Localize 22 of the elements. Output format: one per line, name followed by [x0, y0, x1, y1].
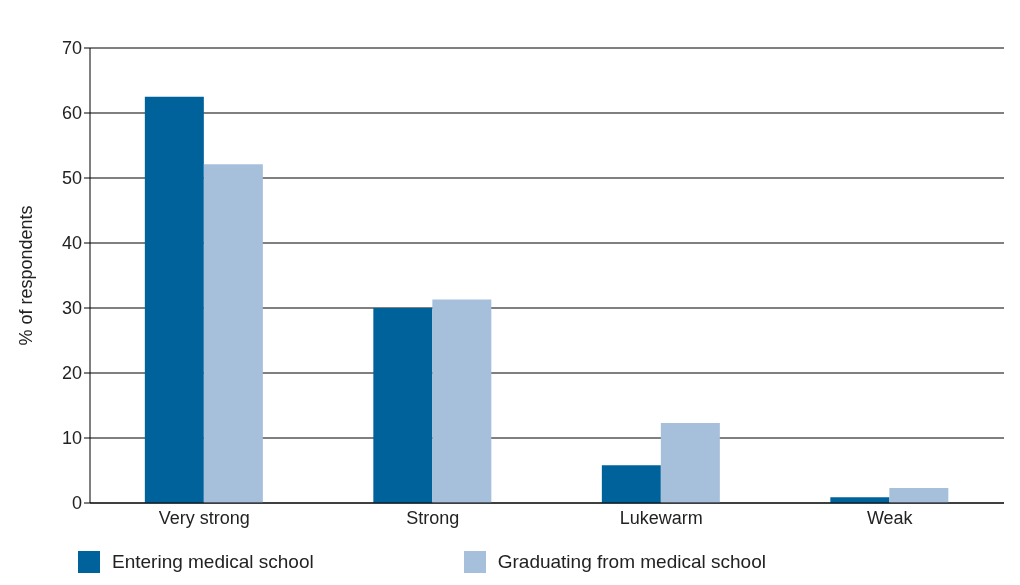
x-tick-label: Lukewarm — [619, 507, 703, 528]
y-tick-label: 60 — [61, 103, 82, 124]
bar — [373, 308, 433, 503]
y-tick-label: 10 — [61, 428, 82, 449]
bar — [601, 465, 661, 503]
bar — [660, 423, 720, 503]
y-tick-label: 40 — [61, 233, 82, 254]
y-tick-label: 70 — [61, 38, 82, 59]
y-axis-title: % of respondents — [16, 205, 37, 346]
y-tick-label: 0 — [71, 493, 82, 514]
legend-label: Graduating from medical school — [497, 551, 766, 573]
y-tick-label: 50 — [61, 168, 82, 189]
x-tick-label: Very strong — [158, 507, 250, 528]
bar — [432, 299, 492, 503]
bar — [144, 96, 204, 503]
bar — [889, 488, 949, 503]
bar — [203, 164, 263, 503]
x-tick-label: Strong — [406, 507, 460, 528]
x-tick-label: Weak — [866, 507, 914, 528]
y-tick-label: 30 — [61, 298, 82, 319]
legend-label: Entering medical school — [112, 551, 314, 573]
y-tick-label: 20 — [61, 363, 82, 384]
